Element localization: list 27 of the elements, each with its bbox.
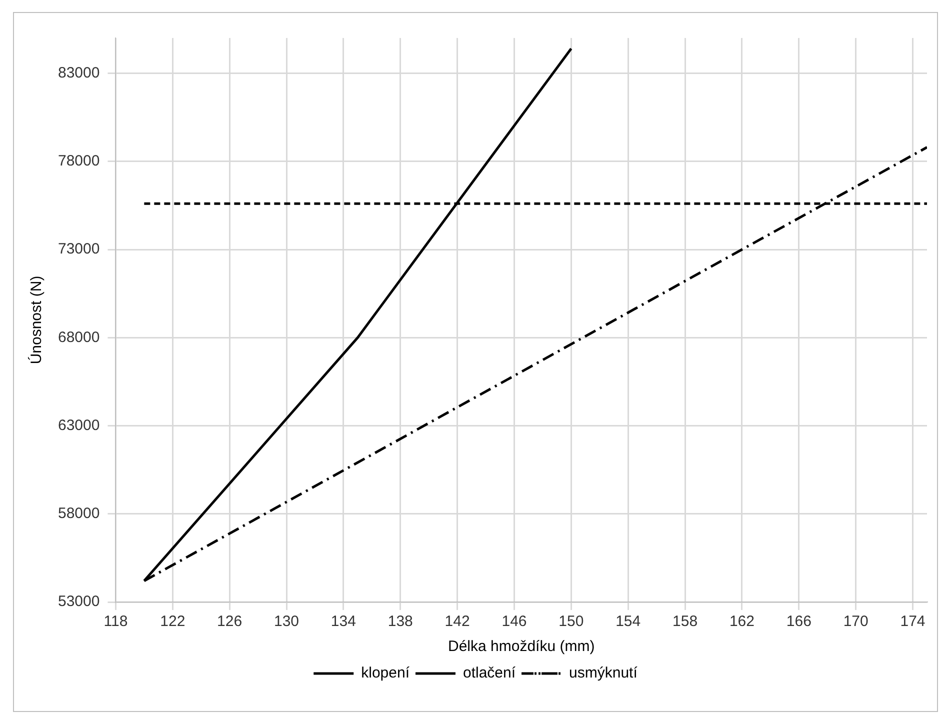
x-tick-label: 158 <box>672 613 698 630</box>
y-tick-label: 78000 <box>58 152 100 170</box>
x-tick-label: 134 <box>330 613 356 630</box>
x-tick-label: 146 <box>502 613 527 630</box>
x-tick-label: 130 <box>274 613 300 630</box>
y-tick-label: 58000 <box>58 505 100 522</box>
x-axis-title: Délka hmoždíku (mm) <box>448 638 595 656</box>
y-tick-label: 63000 <box>58 416 100 434</box>
x-tick-label: 138 <box>388 613 413 630</box>
x-tick-label: 126 <box>217 613 242 630</box>
x-tick-label: 166 <box>786 613 812 630</box>
x-tick-label: 170 <box>843 613 868 630</box>
y-tick-label: 68000 <box>58 328 100 346</box>
y-tick-label: 73000 <box>58 240 100 258</box>
x-tick-label: 142 <box>444 613 470 630</box>
legend-label: usmýknutí <box>569 664 638 682</box>
x-tick-label: 122 <box>160 613 186 630</box>
x-tick-label: 154 <box>616 613 641 630</box>
x-tick-label: 118 <box>104 613 128 630</box>
x-tick-label: 174 <box>900 613 926 630</box>
x-tick-label: 150 <box>558 613 584 630</box>
y-axis-title: Únosnost (N) <box>27 276 46 364</box>
legend-label: otlačení <box>462 664 516 682</box>
legend-label: klopení <box>361 664 410 682</box>
y-tick-label: 83000 <box>58 64 100 82</box>
y-tick-label: 53000 <box>58 593 100 610</box>
x-tick-label: 162 <box>729 613 754 630</box>
